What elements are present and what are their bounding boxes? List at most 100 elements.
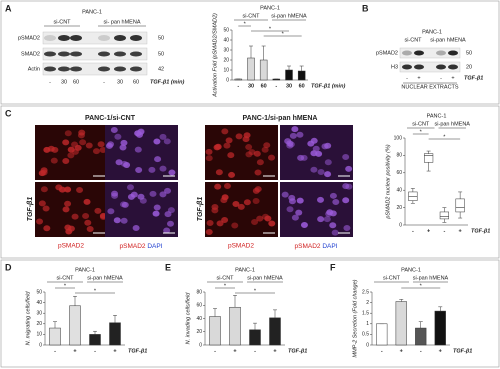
x-tick-label: +	[113, 348, 116, 354]
cell-nucleus	[113, 217, 121, 224]
cell-nucleus	[107, 208, 115, 215]
cell-nucleus	[329, 222, 337, 229]
cell-line: PANC-1	[260, 5, 280, 11]
cell-nucleus	[64, 130, 72, 137]
cell-nucleus	[83, 198, 91, 205]
significance-star: *	[254, 288, 257, 294]
cell-nucleus	[92, 148, 100, 155]
y-tick-label: 2	[366, 300, 369, 306]
cell-nucleus	[74, 144, 82, 151]
cell-nucleus	[50, 157, 58, 164]
group-label: si- pan hMENA	[104, 19, 141, 25]
cell-nucleus	[163, 138, 171, 145]
cell-nucleus	[79, 139, 87, 146]
cell-nucleus	[310, 166, 318, 173]
y-tick-label: 0	[366, 342, 369, 348]
bar	[69, 305, 81, 346]
group-label: si-pan hMENA	[247, 275, 283, 281]
cell-nucleus	[114, 133, 122, 140]
cell-nucleus	[324, 142, 332, 149]
blot-band	[130, 35, 142, 41]
cell-nucleus	[324, 171, 332, 178]
cell-nucleus	[62, 139, 70, 146]
cell-nucleus	[159, 165, 167, 172]
cell-nucleus	[123, 162, 131, 169]
panel-label: C	[5, 108, 12, 118]
caption-red: pSMAD2	[120, 243, 146, 250]
micrograph	[35, 125, 108, 180]
blot-band	[448, 50, 458, 56]
cell-nucleus	[148, 166, 156, 173]
nuclear-extracts-label: NUCLEAR EXTRACTS	[401, 84, 458, 90]
x-axis-label: TGF-β1	[453, 348, 472, 354]
cell-nucleus	[152, 210, 160, 217]
cell-nucleus	[76, 187, 84, 194]
blot-strip	[399, 47, 461, 59]
blot-band	[414, 50, 424, 56]
significance-star: *	[443, 134, 446, 140]
micrograph	[205, 125, 278, 180]
group-label: si-CNT	[53, 19, 71, 25]
blot-band	[130, 51, 142, 57]
cell-nucleus	[215, 169, 223, 176]
blot-band	[436, 50, 446, 56]
marker-label: 50	[466, 50, 472, 56]
bar	[89, 334, 101, 346]
cell-nucleus	[205, 148, 213, 155]
y-axis-label: pSMAD2 nuclear positivity (%)	[385, 144, 391, 219]
micrograph	[105, 125, 178, 180]
caption-red: pSMAD2	[295, 243, 321, 250]
cell-nucleus	[64, 200, 72, 207]
cell-nucleus	[120, 139, 128, 146]
blot-band	[402, 50, 412, 56]
significance-star: *	[224, 283, 227, 289]
group-label: si-pan hMENA	[271, 13, 307, 19]
blot-band	[448, 64, 458, 70]
y-tick-label: 30	[223, 47, 229, 53]
x-tick-label: -	[275, 83, 277, 89]
y-tick-label: 30	[36, 311, 42, 317]
lane-label: 60	[73, 79, 79, 85]
bar	[229, 306, 241, 346]
caption-blue: DAPI	[147, 243, 162, 250]
y-tick-label: 20	[196, 329, 202, 335]
cell-nucleus	[71, 213, 79, 220]
lane-label: 30	[61, 79, 67, 85]
box	[439, 211, 449, 220]
bar	[209, 316, 221, 346]
marker-label: 50	[158, 51, 164, 57]
cell-nucleus	[263, 142, 271, 149]
cell-nucleus	[329, 192, 337, 199]
cell-nucleus	[214, 183, 222, 190]
micrograph	[35, 182, 108, 237]
box	[424, 153, 434, 163]
cell-nucleus	[254, 169, 262, 176]
significance-star: *	[420, 129, 423, 135]
cell-nucleus	[286, 206, 294, 213]
lane-label: -	[406, 75, 408, 81]
x-tick-label: +	[459, 228, 462, 234]
significance-star: *	[420, 283, 423, 289]
bar	[297, 70, 306, 81]
cell-nucleus	[256, 215, 264, 222]
blot-band	[414, 64, 424, 70]
cell-line: PANC-1	[235, 267, 255, 273]
cell-nucleus	[251, 218, 259, 225]
cell-nucleus	[310, 150, 318, 157]
marker-label: 42	[158, 66, 164, 72]
y-tick-label: 40	[36, 300, 42, 306]
blot-band	[70, 35, 82, 41]
x-tick-label: +	[439, 348, 442, 354]
x-tick-label: -	[412, 228, 414, 234]
cell-nucleus	[94, 207, 102, 214]
micrograph	[205, 182, 278, 237]
y-tick-label: 10	[223, 67, 229, 73]
cell-nucleus	[132, 225, 140, 232]
blot-strip	[42, 47, 148, 61]
group-label: si-pan hMENA	[430, 37, 466, 43]
x-tick-label: -	[254, 348, 256, 354]
cell-nucleus	[153, 204, 161, 211]
cell-nucleus	[82, 213, 90, 220]
cell-nucleus	[115, 159, 123, 166]
y-tick-label: 60	[196, 303, 202, 309]
